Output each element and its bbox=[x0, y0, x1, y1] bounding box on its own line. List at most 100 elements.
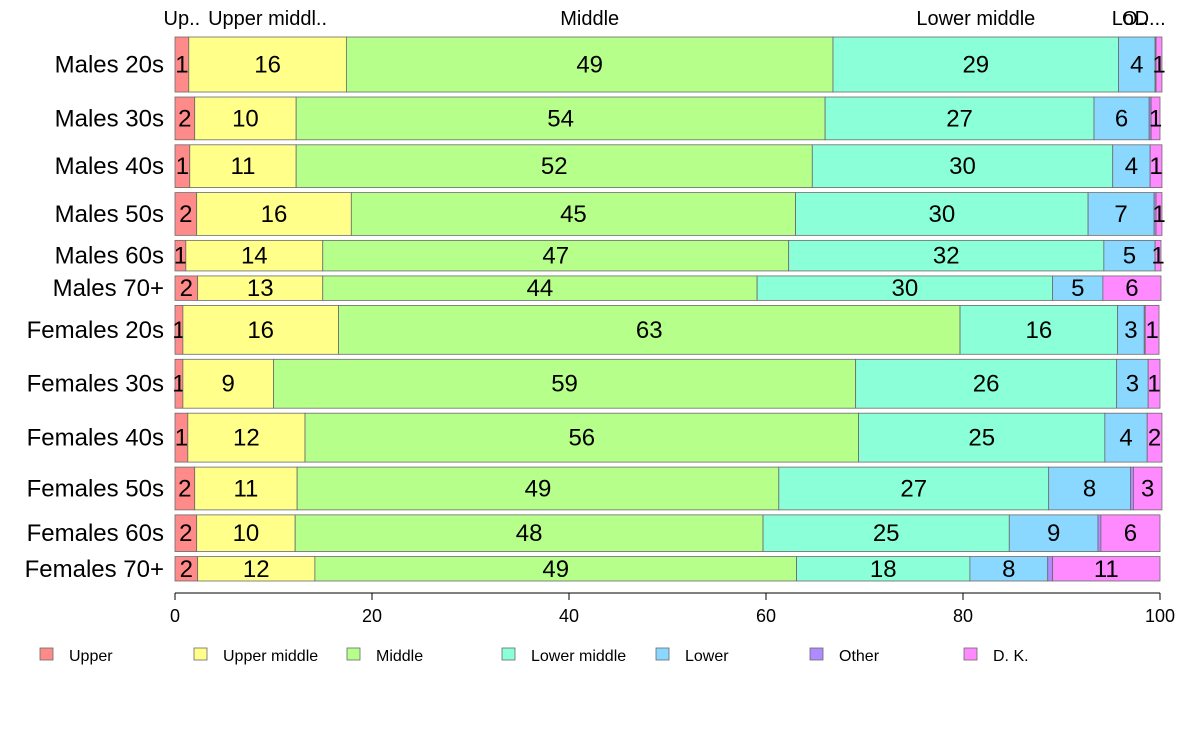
bar-segment-females-50s-lower-middle bbox=[778, 466, 1050, 511]
x-axis: 0 20 40 60 80 100 bbox=[170, 592, 1175, 626]
data-label-males-20s-lower: 4 bbox=[1130, 52, 1143, 79]
bar-segment-females-30s-lower-middle bbox=[855, 358, 1118, 409]
legend-swatch-upper-middle bbox=[193, 647, 208, 661]
data-label-females-70-d-k: 11 bbox=[1094, 556, 1119, 583]
bar-row-females-40s: 1 12 56 25 4 2 bbox=[174, 412, 1163, 463]
data-label-males-50s-upper: 2 bbox=[179, 201, 192, 228]
data-label-females-60s-upper: 2 bbox=[179, 520, 192, 547]
data-label-females-20s-upper: 1 bbox=[172, 317, 185, 344]
top-label-up: Up.. bbox=[164, 8, 201, 30]
legend-item-lower-middle: Lower middle bbox=[501, 647, 626, 665]
bar-segment-females-50s-lower bbox=[1048, 466, 1131, 511]
bar-segment-females-60s-d-k bbox=[1100, 514, 1161, 552]
bar-segment-males-40s-d-k bbox=[1149, 144, 1163, 188]
data-label-males-30s-d-k: 1 bbox=[1149, 105, 1162, 132]
data-label-males-40s-lower: 4 bbox=[1125, 153, 1138, 180]
legend-label-upper: Upper bbox=[69, 648, 113, 665]
legend-label-middle: Middle bbox=[376, 648, 423, 665]
data-label-females-30s-lower: 3 bbox=[1126, 371, 1139, 398]
data-label-males-20s-upper-middle: 16 bbox=[254, 52, 281, 79]
data-label-females-70-upper-middle: 12 bbox=[243, 556, 270, 583]
data-label-males-50s-lower-middle: 30 bbox=[928, 201, 955, 228]
row-label-females-50s: Females 50s bbox=[27, 475, 164, 502]
data-label-females-50s-upper-middle: 11 bbox=[233, 475, 258, 502]
bar-segment-males-50s-lower bbox=[1087, 192, 1155, 236]
bar-segment-females-20s-middle bbox=[338, 304, 961, 355]
legend-swatch-lower-middle bbox=[501, 647, 516, 661]
data-label-males-30s-middle: 54 bbox=[547, 105, 574, 132]
data-label-males-60s-upper-middle: 14 bbox=[241, 243, 268, 270]
bar-row-males-70: 2 13 44 30 5 6 bbox=[174, 275, 1162, 302]
data-label-males-70-d-k: 6 bbox=[1125, 275, 1138, 302]
data-label-males-60s-lower-middle: 32 bbox=[933, 243, 960, 270]
data-label-males-20s-middle: 49 bbox=[576, 52, 603, 79]
row-label-females-30s: Females 30s bbox=[27, 371, 164, 398]
top-label-upper-middl: Upper middl.. bbox=[208, 8, 327, 30]
legend-item-lower: Lower bbox=[655, 647, 729, 665]
data-label-females-60s-lower: 9 bbox=[1047, 520, 1060, 547]
data-label-females-50s-d-k: 3 bbox=[1141, 475, 1154, 502]
data-label-females-30s-middle: 59 bbox=[551, 371, 578, 398]
bar-segment-males-60s-d-k bbox=[1154, 239, 1162, 272]
bar-segment-males-60s-middle bbox=[322, 239, 790, 272]
bar-segment-males-70-middle bbox=[322, 275, 758, 301]
bar-segment-females-50s-upper-middle bbox=[194, 466, 298, 511]
bar-segment-females-40s-lower bbox=[1104, 412, 1148, 463]
bar-segment-males-50s-d-k bbox=[1155, 192, 1163, 236]
row-label-males-50s: Males 50s bbox=[55, 201, 164, 228]
data-label-males-20s-upper: 1 bbox=[175, 52, 188, 79]
bar-segment-males-30s-lower bbox=[1093, 96, 1150, 141]
legend-item-d-k: D. K. bbox=[963, 647, 1029, 665]
bar-row-males-20s: 1 16 49 29 4 1 bbox=[174, 36, 1166, 93]
legend-label-upper-middle: Upper middle bbox=[223, 648, 318, 665]
bar-segment-females-20s-lower-middle bbox=[959, 304, 1119, 355]
data-label-females-20s-middle: 63 bbox=[636, 317, 663, 344]
legend: Upper Upper middle Middle Lower middle Lower… bbox=[39, 647, 1029, 665]
bar-segment-females-30s-upper-middle bbox=[182, 358, 274, 409]
data-label-females-30s-d-k: 1 bbox=[1147, 371, 1160, 398]
bar-segment-females-50s-d-k bbox=[1133, 466, 1163, 511]
data-label-females-70-lower: 8 bbox=[1002, 556, 1015, 583]
legend-item-middle: Middle bbox=[346, 647, 423, 665]
row-labels: Males 20s Males 30s Males 40s Males 50s Male… bbox=[25, 52, 164, 583]
data-label-males-50s-lower: 7 bbox=[1114, 201, 1127, 228]
data-label-males-20s-lower-middle: 29 bbox=[962, 52, 989, 79]
row-label-males-60s: Males 60s bbox=[55, 243, 164, 270]
bar-row-females-20s: 1 16 63 16 3 1 bbox=[172, 304, 1160, 355]
data-label-males-40s-lower-middle: 30 bbox=[949, 153, 976, 180]
data-label-females-70-lower-middle: 18 bbox=[870, 556, 897, 583]
row-label-females-20s: Females 20s bbox=[27, 317, 164, 344]
row-label-males-20s: Males 20s bbox=[55, 52, 164, 79]
data-label-males-50s-middle: 45 bbox=[560, 201, 587, 228]
bar-segment-females-50s-other bbox=[1130, 466, 1134, 511]
x-tick-label-40: 40 bbox=[559, 606, 579, 626]
bar-segment-males-40s-upper-middle bbox=[189, 144, 297, 188]
bar-segment-males-30s-d-k bbox=[1150, 96, 1161, 141]
data-label-females-40s-d-k: 2 bbox=[1148, 425, 1161, 452]
data-label-males-30s-lower: 6 bbox=[1115, 105, 1128, 132]
data-label-females-60s-upper-middle: 10 bbox=[233, 520, 260, 547]
top-category-labels: Up.. Upper middl.. Middle Lower middle Lo..O… bbox=[164, 8, 1166, 30]
data-label-females-40s-lower-middle: 25 bbox=[968, 425, 995, 452]
bar-segment-males-40s-lower-middle bbox=[811, 144, 1114, 188]
row-label-males-70: Males 70+ bbox=[53, 275, 164, 302]
data-label-males-40s-middle: 52 bbox=[541, 153, 568, 180]
data-label-males-70-lower-middle: 30 bbox=[892, 275, 919, 302]
data-label-males-30s-upper: 2 bbox=[178, 105, 191, 132]
bar-segment-males-40s-middle bbox=[295, 144, 813, 188]
bar-segment-males-60s-lower bbox=[1103, 239, 1156, 272]
data-label-males-50s-upper-middle: 16 bbox=[261, 201, 288, 228]
x-tick-label-80: 80 bbox=[953, 606, 973, 626]
data-label-females-40s-middle: 56 bbox=[568, 425, 595, 452]
bar-segment-males-30s-lower-middle bbox=[824, 96, 1095, 141]
data-label-females-50s-upper: 2 bbox=[178, 475, 191, 502]
data-label-females-40s-upper: 1 bbox=[175, 425, 188, 452]
data-label-males-30s-upper-middle: 10 bbox=[232, 105, 259, 132]
legend-swatch-lower bbox=[655, 647, 670, 661]
row-label-females-40s: Females 40s bbox=[27, 425, 164, 452]
row-label-males-40s: Males 40s bbox=[55, 153, 164, 180]
legend-label-lower-middle: Lower middle bbox=[531, 648, 626, 665]
bar-segment-females-70-d-k bbox=[1052, 556, 1161, 582]
legend-item-other: Other bbox=[809, 647, 880, 665]
